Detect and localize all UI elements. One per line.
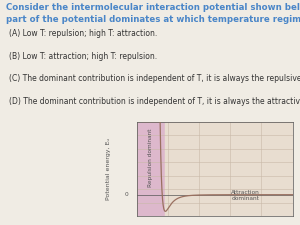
- Text: (C) The dominant contribution is independent of T, it is always the repulsive pa: (C) The dominant contribution is indepen…: [9, 74, 300, 83]
- Bar: [165, 122, 292, 216]
- Text: (D) The dominant contribution is independent of T, it is always the attractive p: (D) The dominant contribution is indepen…: [9, 97, 300, 106]
- Text: Potential energy, Eᵤ: Potential energy, Eᵤ: [106, 138, 111, 200]
- Text: Repulsion dominant: Repulsion dominant: [148, 128, 153, 187]
- Text: 0: 0: [125, 192, 129, 197]
- Bar: [136, 122, 165, 216]
- Text: (A) Low T: repulsion; high T: attraction.: (A) Low T: repulsion; high T: attraction…: [9, 29, 157, 38]
- Text: Attraction
dominant: Attraction dominant: [231, 190, 260, 201]
- Text: (B) Low T: attraction; high T: repulsion.: (B) Low T: attraction; high T: repulsion…: [9, 52, 157, 61]
- Text: Consider the intermolecular interaction potential shown below. Which: Consider the intermolecular interaction …: [6, 3, 300, 12]
- Text: part of the potential dominates at which temperature regime?: part of the potential dominates at which…: [6, 15, 300, 24]
